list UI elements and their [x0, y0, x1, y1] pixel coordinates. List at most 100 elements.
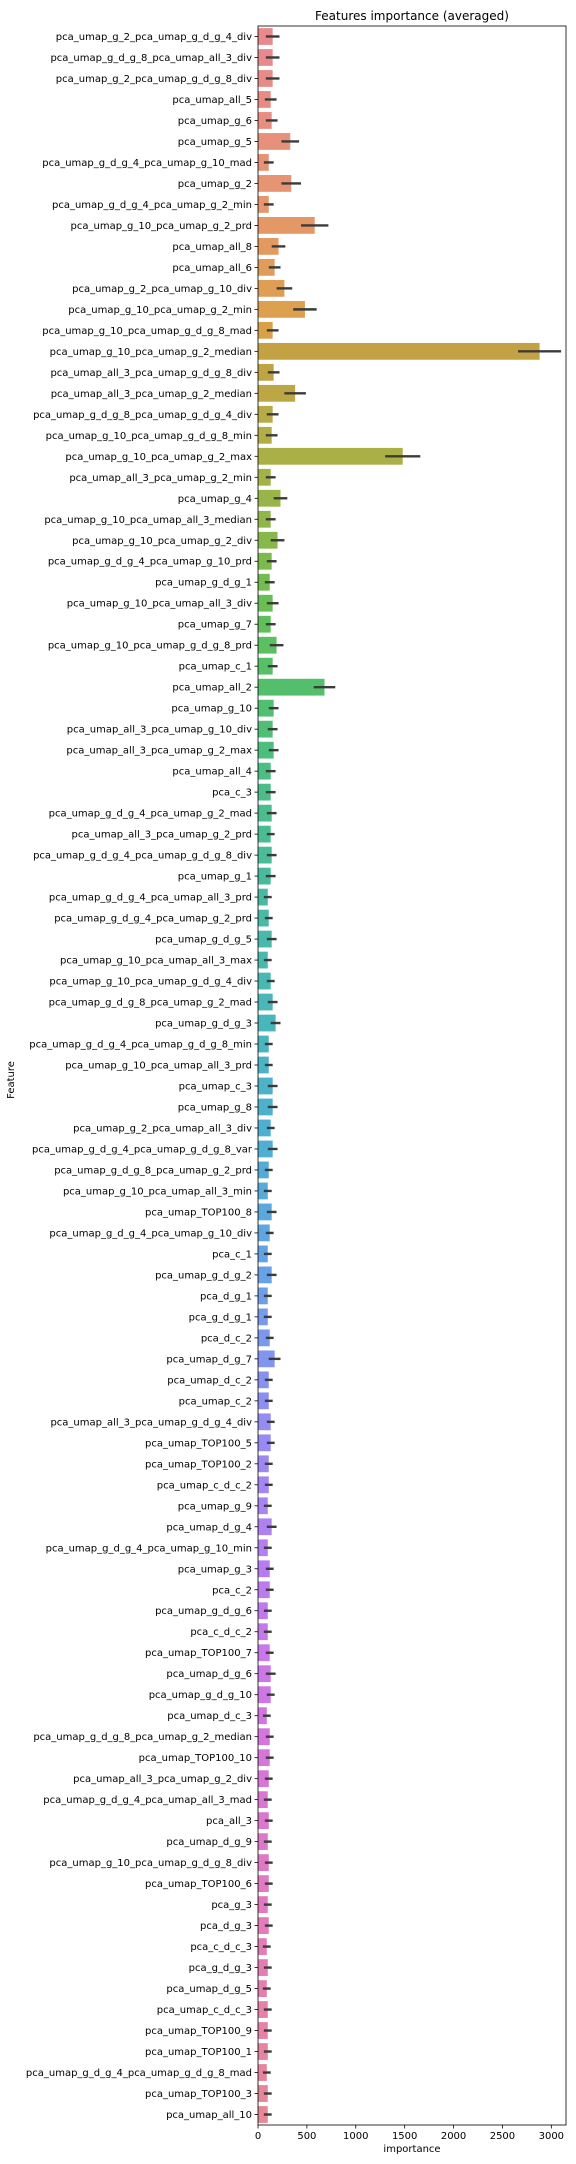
y-tick-label: pca_umap_g_1	[178, 872, 252, 883]
y-tick-label: pca_umap_c_2	[179, 1396, 252, 1407]
bar	[258, 1497, 268, 1515]
y-tick-label: pca_umap_g_d_g_4_pca_umap_g_2_min	[52, 200, 252, 211]
y-tick-label: pca_umap_all_3_pca_umap_g_2_min	[69, 473, 252, 484]
bar	[258, 1707, 267, 1725]
bar	[258, 1518, 272, 1536]
bar	[258, 258, 275, 276]
bar	[258, 594, 273, 612]
y-tick-label: pca_umap_g_d_g_4_pca_umap_all_3_prd	[49, 893, 252, 904]
bar	[258, 1770, 269, 1788]
bar	[258, 1014, 276, 1032]
bar	[258, 951, 268, 969]
y-tick-label: pca_umap_g_d_g_4_pca_umap_g_10_mad	[42, 158, 252, 169]
bar	[258, 1833, 268, 1851]
y-tick-label: pca_umap_g_d_g_4_pca_umap_g_10_min	[46, 1543, 252, 1554]
y-tick-label: pca_g_d_g_3	[189, 1963, 252, 1974]
bars-layer	[258, 28, 540, 2123]
y-tick-label: pca_umap_g_10_pca_umap_all_3_max	[60, 956, 252, 967]
y-tick-label: pca_umap_TOP100_8	[145, 1207, 252, 1218]
x-tick-labels: 0 500 1000 1500 2000 2500 3000	[255, 2125, 564, 2142]
y-tick-label: pca_d_g_1	[200, 1291, 252, 1302]
y-tick-label: pca_umap_d_g_5	[166, 1984, 252, 1995]
bar	[258, 1938, 267, 1955]
bar	[258, 1665, 271, 1683]
bar	[258, 1749, 270, 1767]
x-tick-label: 1500	[392, 2131, 417, 2142]
y-tick-label: pca_umap_all_3_pca_umap_g_2_median	[51, 389, 252, 400]
bar	[258, 1854, 269, 1872]
y-tick-label: pca_umap_g_2_pca_umap_g_d_g_4_div	[56, 32, 252, 43]
y-tick-label: pca_umap_g_d_g_4_pca_umap_g_d_g_8_div	[33, 851, 252, 862]
bar	[258, 447, 403, 465]
y-tick-label: pca_umap_all_3_pca_umap_g_2_max	[66, 746, 252, 757]
y-tick-label: pca_c_d_c_2	[190, 1627, 252, 1638]
y-tick-label: pca_umap_g_d_g_6	[155, 1606, 252, 1617]
y-tick-label: pca_umap_all_8	[172, 242, 252, 253]
bar	[258, 741, 274, 759]
x-axis-label: importance	[383, 2144, 440, 2155]
bar	[258, 762, 271, 780]
y-tick-label: pca_umap_g_d_g_4_pca_umap_g_2_mad	[49, 809, 252, 820]
y-tick-label: pca_umap_g_d_g_2	[155, 1270, 252, 1281]
bar	[258, 552, 272, 570]
y-tick-label: pca_umap_g_d_g_4_pca_umap_all_3_mad	[43, 1795, 252, 1806]
y-tick-label: pca_umap_all_5	[172, 95, 252, 106]
y-tick-label: pca_umap_c_1	[179, 662, 252, 673]
y-tick-label: pca_umap_all_6	[172, 263, 252, 274]
bar	[258, 1539, 268, 1557]
y-tick-label: pca_umap_g_d_g_4_pca_umap_g_10_prd	[48, 557, 252, 568]
bar	[258, 1203, 272, 1221]
y-tick-label: pca_umap_all_3_pca_umap_g_2_div	[73, 1774, 252, 1785]
y-tick-label: pca_umap_c_d_c_2	[157, 1480, 252, 1491]
y-tick-label: pca_umap_g_d_g_4_pca_umap_g_2_prd	[54, 914, 252, 925]
bar	[258, 1812, 269, 1830]
y-tick-label: pca_umap_g_8	[178, 1102, 252, 1113]
bar	[258, 1728, 270, 1746]
bar	[258, 657, 273, 675]
y-tick-label: pca_umap_g_10	[171, 704, 252, 715]
x-tick-label: 2500	[490, 2131, 515, 2142]
bar	[258, 133, 291, 150]
bar	[258, 1308, 268, 1326]
y-tick-label: pca_umap_d_c_3	[167, 1711, 252, 1722]
y-tick-label: pca_umap_g_d_g_8_pca_umap_g_2_mad	[49, 998, 252, 1009]
y-tick-label: pca_umap_TOP100_10	[139, 1753, 252, 1764]
y-tick-label: pca_umap_d_g_7	[166, 1354, 252, 1365]
bar	[258, 1245, 268, 1263]
bar	[258, 28, 273, 45]
bar	[258, 49, 273, 66]
bar	[258, 930, 272, 948]
bar	[258, 237, 279, 255]
y-tick-label: pca_umap_g_10_pca_umap_g_d_g_8_prd	[48, 641, 252, 652]
y-tick-label: pca_umap_g_d_g_8_pca_umap_g_d_g_4_div	[33, 410, 252, 421]
bar	[258, 175, 292, 192]
bar	[258, 1560, 270, 1578]
bar	[258, 1371, 269, 1389]
y-tick-label: pca_umap_g_10_pca_umap_g_d_g_8_mad	[42, 326, 252, 337]
y-tick-label: pca_c_1	[212, 1249, 252, 1260]
bar	[258, 1434, 271, 1452]
y-tick-label: pca_umap_g_10_pca_umap_g_d_g_4_div	[49, 977, 252, 988]
x-tick-label: 2000	[441, 2131, 466, 2142]
bar	[258, 1140, 273, 1158]
bar	[258, 1581, 270, 1599]
bar	[258, 699, 274, 717]
y-tick-label: pca_umap_all_3_pca_umap_g_10_div	[67, 725, 252, 736]
bar	[258, 1224, 270, 1242]
bar	[258, 1623, 268, 1641]
chart-title: Features importance (averaged)	[315, 9, 509, 23]
y-axis-label: Feature	[6, 1061, 17, 1099]
bar	[258, 1602, 268, 1620]
bar	[258, 1644, 270, 1662]
y-tick-label: pca_umap_g_2_pca_umap_g_d_g_8_div	[56, 74, 252, 85]
bar	[258, 91, 271, 108]
bar	[258, 1392, 269, 1410]
y-tick-label: pca_umap_g_10_pca_umap_all_3_min	[63, 1186, 252, 1197]
bar	[258, 279, 285, 297]
bar	[258, 1329, 270, 1347]
bar	[258, 1917, 269, 1934]
y-tick-label: pca_umap_g_d_g_4_pca_umap_g_10_div	[49, 1228, 252, 1239]
y-tick-label: pca_umap_all_4	[172, 767, 252, 778]
bar	[258, 783, 271, 801]
